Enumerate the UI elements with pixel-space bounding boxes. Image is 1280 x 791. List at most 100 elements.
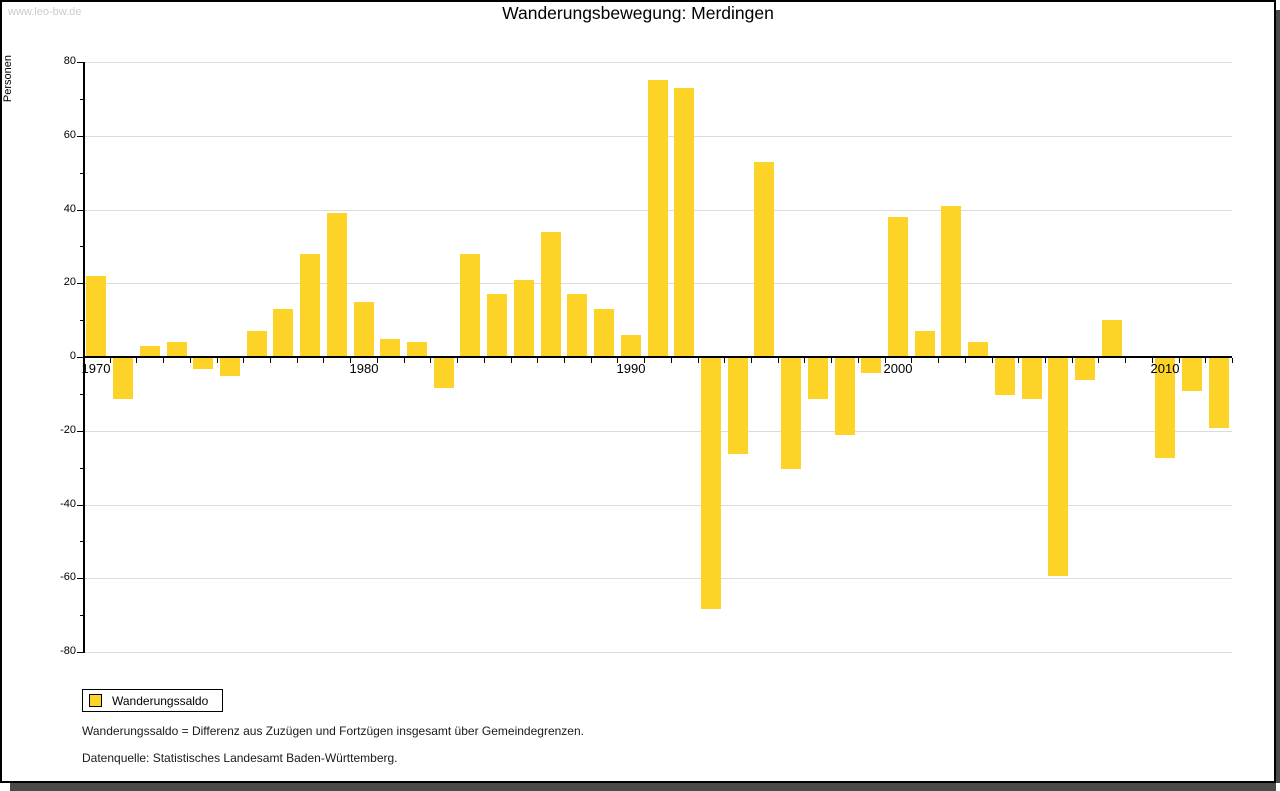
y-tick (80, 246, 83, 247)
y-gridline (83, 652, 1232, 653)
bar-1970 (86, 276, 106, 357)
bar-1990 (621, 335, 641, 357)
x-tick (617, 358, 618, 363)
y-tick (80, 394, 83, 395)
x-tick (243, 358, 244, 363)
x-tick (350, 358, 351, 363)
x-tick (938, 358, 939, 363)
drop-shadow-bottom (10, 783, 1276, 791)
y-tick (80, 320, 83, 321)
y-tick-label: -20 (60, 424, 76, 436)
x-tick (858, 358, 859, 363)
bar-1977 (273, 309, 293, 357)
x-tick (163, 358, 164, 363)
bar-2001 (915, 331, 935, 357)
x-tick (136, 358, 137, 363)
x-tick (911, 358, 912, 363)
bar-1992 (674, 88, 694, 357)
bar-2006 (1048, 358, 1068, 576)
y-tick (77, 62, 83, 63)
chart-title: Wanderungsbewegung: Merdingen (502, 3, 774, 23)
x-tick (778, 358, 779, 363)
y-axis-title: Personen (2, 55, 14, 103)
bar-1974 (193, 358, 213, 369)
bar-1983 (434, 358, 454, 388)
x-tick (1205, 358, 1206, 363)
plot-area: -80 -60 -40 -20 0 20 40 60 80 1970 1980 1990 2000 201… (60, 55, 1233, 657)
x-tick (190, 358, 191, 363)
bar-2008 (1102, 320, 1122, 357)
bar-1980 (354, 302, 374, 357)
legend-label: Wanderungssaldo (112, 693, 209, 708)
x-tick (751, 358, 752, 363)
x-tick (644, 358, 645, 363)
y-tick-label: 0 (69, 350, 76, 362)
bar-1993 (701, 358, 721, 609)
x-tick (1045, 358, 1046, 363)
bar-1988 (567, 294, 587, 357)
y-gridline (83, 431, 1232, 432)
y-gridline (83, 505, 1232, 506)
bar-2012 (1209, 358, 1229, 428)
x-tick (430, 358, 431, 363)
x-tick-label: 1990 (616, 361, 646, 376)
x-tick (591, 358, 592, 363)
x-tick-label: 1980 (349, 361, 379, 376)
y-tick-label: -80 (60, 645, 76, 657)
y-tick (77, 357, 83, 358)
x-axis-line (83, 356, 1232, 358)
x-tick (110, 358, 111, 363)
bar-2007 (1075, 358, 1095, 380)
bar-1986 (514, 280, 534, 357)
legend-box: Wanderungssaldo (82, 689, 223, 712)
bar-1978 (300, 254, 320, 357)
bar-2005 (1022, 358, 1042, 399)
bar-1985 (487, 294, 507, 357)
x-tick-label: 1970 (81, 361, 111, 376)
bar-2011 (1182, 358, 1202, 391)
y-tick (77, 652, 83, 653)
y-tick (80, 615, 83, 616)
bar-1998 (835, 358, 855, 435)
bar-2000 (888, 217, 908, 357)
x-tick (724, 358, 725, 363)
bar-1979 (327, 213, 347, 357)
x-tick (1098, 358, 1099, 363)
y-tick (77, 136, 83, 137)
y-tick-label: -60 (60, 571, 76, 583)
footnote-source: Datenquelle: Statistisches Landesamt Bad… (82, 751, 398, 765)
x-tick (698, 358, 699, 363)
x-tick-label: 2010 (1150, 361, 1180, 376)
x-tick (885, 358, 886, 363)
x-tick (1179, 358, 1180, 363)
x-tick (992, 358, 993, 363)
bar-1972 (140, 346, 160, 357)
bar-1982 (407, 342, 427, 357)
x-tick (377, 358, 378, 363)
x-tick (270, 358, 271, 363)
x-tick (484, 358, 485, 363)
watermark-text: www.leo-bw.de (8, 6, 82, 18)
bar-1999 (861, 358, 881, 373)
bar-1976 (247, 331, 267, 357)
footnote-definition: Wanderungssaldo = Differenz aus Zuzügen … (82, 724, 584, 738)
x-tick (297, 358, 298, 363)
y-tick (77, 210, 83, 211)
bar-2003 (968, 342, 988, 357)
bar-2004 (995, 358, 1015, 395)
bar-1981 (380, 339, 400, 357)
y-tick-label: 80 (63, 55, 76, 67)
x-tick (804, 358, 805, 363)
x-tick (323, 358, 324, 363)
bar-1997 (808, 358, 828, 399)
x-tick (1152, 358, 1153, 363)
bar-1989 (594, 309, 614, 357)
y-tick (80, 468, 83, 469)
x-tick (1232, 358, 1233, 363)
y-tick (80, 541, 83, 542)
bar-2010 (1155, 358, 1175, 458)
y-tick (80, 173, 83, 174)
y-tick (77, 283, 83, 284)
y-tick (77, 431, 83, 432)
